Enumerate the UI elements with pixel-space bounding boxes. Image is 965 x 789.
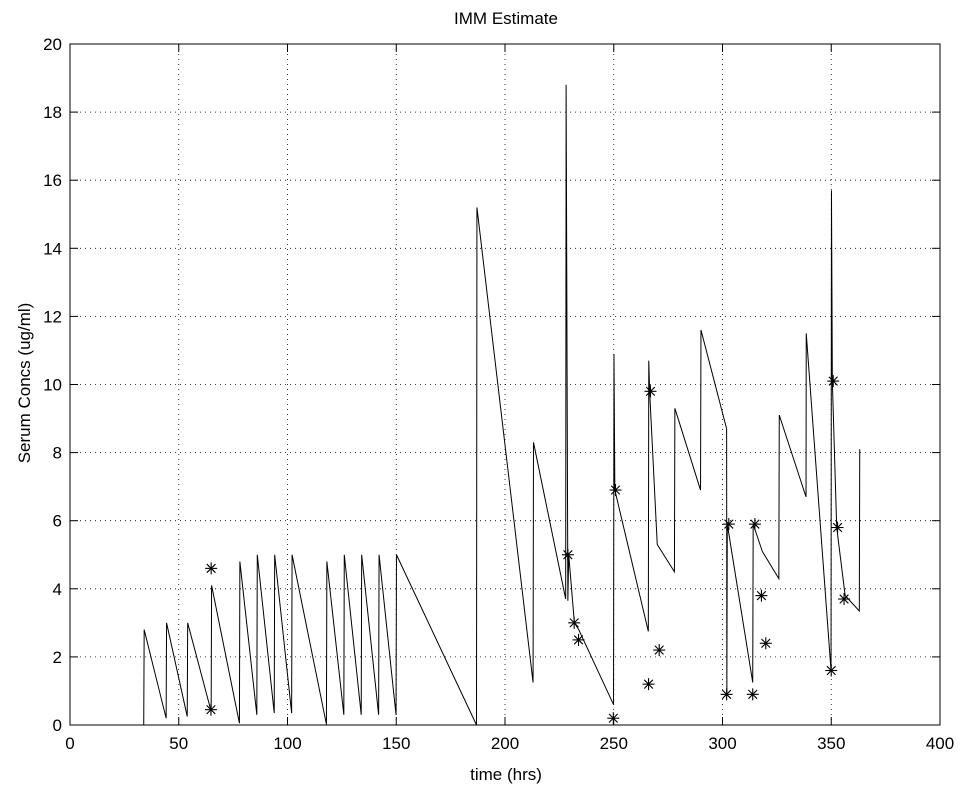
x-tick-label: 200: [491, 734, 519, 753]
y-tick-label: 6: [53, 512, 62, 531]
y-tick-label: 0: [53, 716, 62, 735]
x-tick-label: 300: [708, 734, 736, 753]
measurement-marker: [759, 637, 772, 650]
measurement-marker: [755, 589, 768, 602]
x-tick-label: 0: [65, 734, 74, 753]
measurement-marker: [642, 678, 655, 691]
y-tick-label: 12: [43, 307, 62, 326]
measurement-marker: [572, 633, 585, 646]
measurement-marker: [748, 518, 761, 531]
y-tick-label: 18: [43, 103, 62, 122]
measurement-marker: [838, 593, 851, 606]
y-tick-label: 16: [43, 171, 62, 190]
y-tick-label: 14: [43, 239, 62, 258]
x-tick-label: 100: [273, 734, 301, 753]
measurement-marker: [609, 484, 622, 497]
measurement-marker: [827, 375, 840, 388]
x-tick-label: 150: [382, 734, 410, 753]
y-tick-label: 2: [53, 648, 62, 667]
measurement-marker: [720, 688, 733, 701]
x-tick-label: 50: [169, 734, 188, 753]
chart-title: IMM Estimate: [454, 9, 558, 28]
y-tick-label: 4: [53, 580, 62, 599]
measurement-marker: [561, 548, 574, 561]
x-tick-label: 350: [817, 734, 845, 753]
x-axis-label: time (hrs): [470, 765, 542, 784]
axis-ticks: 0 50 100 150 200 250 300 350 400 0 2 4 6 8 10 12 14 16 18 2…: [43, 35, 954, 753]
measurement-marker: [831, 521, 844, 534]
measurement-marker: [568, 616, 581, 629]
measurement-marker: [746, 688, 759, 701]
y-tick-label: 8: [53, 444, 62, 463]
measurement-marker: [644, 385, 657, 398]
measurement-marker: [653, 644, 666, 657]
y-tick-label: 20: [43, 35, 62, 54]
measurement-marker: [722, 518, 735, 531]
x-tick-label: 250: [600, 734, 628, 753]
y-axis-label: Serum Concs (ug/ml): [15, 303, 34, 464]
x-tick-label: 400: [926, 734, 954, 753]
measurement-marker: [204, 703, 217, 716]
y-tick-label: 10: [43, 376, 62, 395]
measurement-marker: [825, 664, 838, 677]
data-series: [143, 84, 861, 726]
estimate-line: [143, 84, 861, 726]
measurement-marker: [205, 562, 218, 575]
